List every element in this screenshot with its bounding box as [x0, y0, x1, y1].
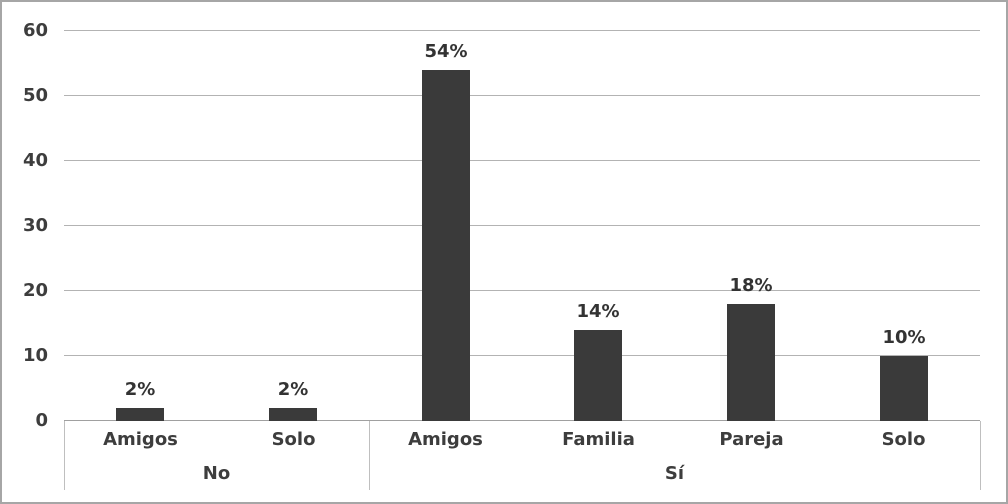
- bar-value-label: 2%: [124, 379, 156, 400]
- y-axis-tick-label: 30: [22, 215, 48, 236]
- category-label: Solo: [881, 429, 926, 450]
- bar: [574, 330, 622, 421]
- bar: [116, 408, 164, 421]
- group-label-si: Sí: [664, 463, 685, 484]
- bar: [880, 356, 928, 421]
- y-axis-tick-label: 0: [35, 410, 48, 431]
- group-label-no: No: [202, 463, 231, 484]
- gridline: [64, 290, 980, 291]
- x-axis-line: [64, 420, 980, 421]
- y-axis-tick-label: 50: [22, 85, 48, 106]
- bar: [422, 70, 470, 421]
- y-axis-tick-label: 60: [22, 20, 48, 41]
- bar-value-label: 2%: [277, 379, 309, 400]
- gridline: [64, 30, 980, 31]
- gridline: [64, 95, 980, 96]
- bar-value-label: 14%: [576, 301, 620, 322]
- gridline: [64, 225, 980, 226]
- category-label: Solo: [271, 429, 316, 450]
- y-axis-tick-label: 20: [22, 280, 48, 301]
- category-label: Familia: [562, 429, 635, 450]
- bar: [727, 304, 775, 421]
- bar-value-label: 10%: [882, 327, 926, 348]
- y-axis-tick-label: 10: [22, 345, 48, 366]
- bar-value-label: 18%: [729, 275, 773, 296]
- y-axis-tick-label: 40: [22, 150, 48, 171]
- category-label: Amigos: [103, 429, 178, 450]
- axis-band-divider-line: [369, 421, 370, 490]
- gridline: [64, 160, 980, 161]
- gridline: [64, 355, 980, 356]
- category-label: Amigos: [408, 429, 483, 450]
- category-label: Pareja: [719, 429, 784, 450]
- axis-band-divider-line: [980, 421, 981, 490]
- bar-value-label: 54%: [424, 41, 468, 62]
- bar: [269, 408, 317, 421]
- axis-band-left-line: [64, 421, 65, 490]
